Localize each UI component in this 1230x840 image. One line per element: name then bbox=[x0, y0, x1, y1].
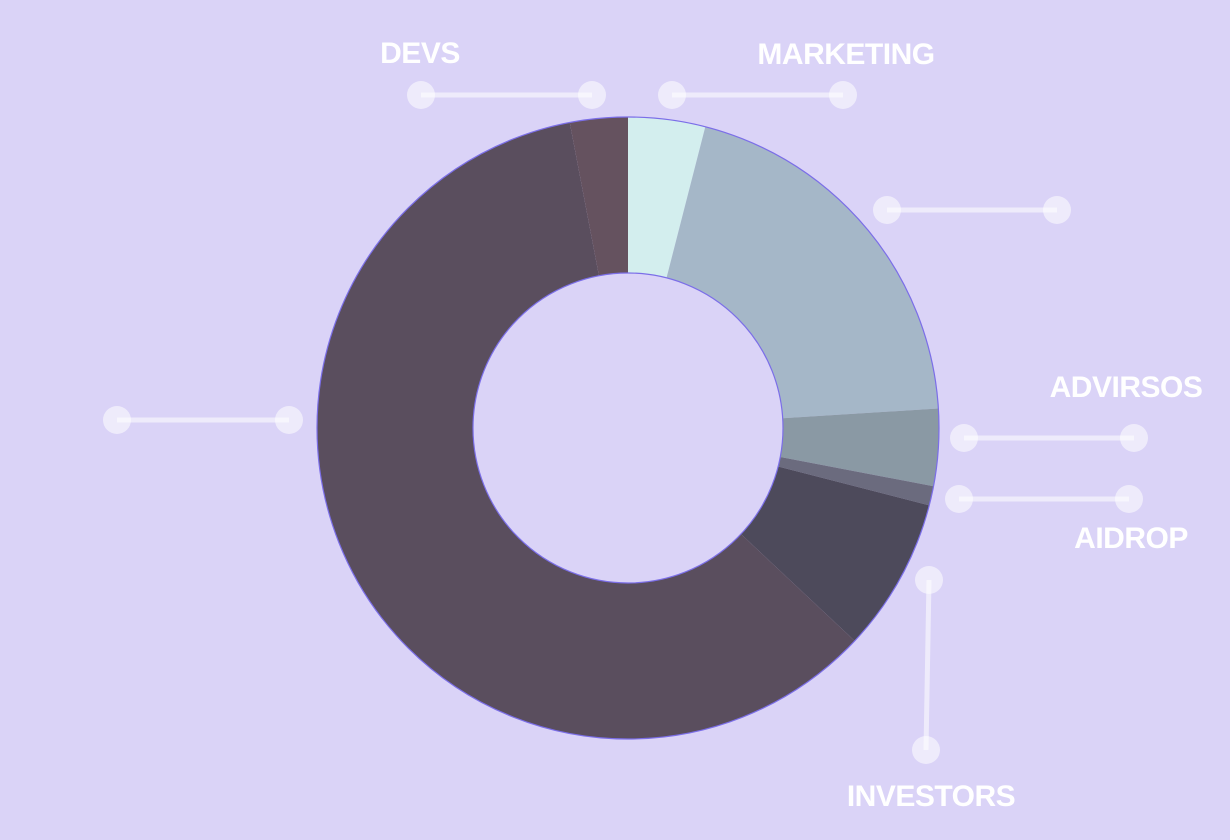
connector-dot bbox=[407, 81, 435, 109]
connector-dot bbox=[578, 81, 606, 109]
donut-slice bbox=[666, 126, 939, 419]
slice-label: ADVIRSOS bbox=[1050, 371, 1203, 404]
slice-label: INVESTORS bbox=[847, 780, 1015, 813]
labels: MARKETING ADVIRSOS AIDROP INVESTORS DEVS bbox=[380, 37, 1203, 813]
connector-dot bbox=[1120, 424, 1148, 452]
connector-line bbox=[923, 579, 932, 751]
connectors bbox=[103, 81, 1148, 764]
connector-dot bbox=[945, 485, 973, 513]
outer-edge bbox=[316, 116, 940, 740]
connector-dot bbox=[658, 81, 686, 109]
donut-slice bbox=[778, 457, 934, 506]
donut-slice bbox=[317, 122, 855, 739]
slices bbox=[316, 116, 940, 740]
connector-dot bbox=[912, 736, 940, 764]
connector-dot bbox=[873, 196, 901, 224]
donut-slice bbox=[569, 117, 628, 276]
connector-dot bbox=[915, 566, 943, 594]
slice-label: AIDROP bbox=[1074, 522, 1188, 555]
donut-slice bbox=[628, 117, 706, 278]
connector-dot bbox=[103, 406, 131, 434]
inner-edge bbox=[472, 272, 784, 584]
donut-slice bbox=[740, 466, 930, 641]
connector-dot bbox=[829, 81, 857, 109]
connector-dot bbox=[1043, 196, 1071, 224]
connector-dot bbox=[950, 424, 978, 452]
donut-slice bbox=[780, 408, 939, 487]
slice-label: MARKETING bbox=[757, 38, 934, 71]
connector-dot bbox=[1115, 485, 1143, 513]
slice-label: DEVS bbox=[380, 37, 460, 70]
connector-dot bbox=[275, 406, 303, 434]
